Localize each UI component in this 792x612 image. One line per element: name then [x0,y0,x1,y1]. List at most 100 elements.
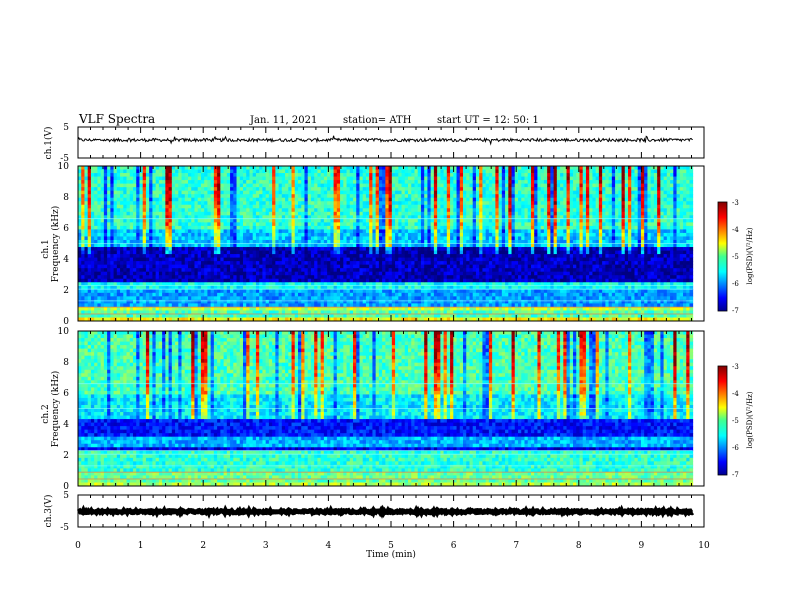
spectrogram-cell [395,285,399,290]
spectrogram-cell [162,239,166,244]
spectrogram-cell [168,225,173,230]
spectrogram-cell [320,257,325,262]
spectrogram-cell [369,278,373,283]
spectrogram-cell [223,222,228,227]
spectrogram-cell [388,176,393,181]
spectrogram-cell [129,194,134,199]
spectrogram-cell [327,204,331,209]
spectrogram-cell [110,261,114,266]
spectrogram-cell [430,306,435,311]
spectrogram-cell [420,169,425,174]
spectrogram-cell [142,275,147,280]
spectrogram-cell [388,197,393,202]
spectrogram-cell [404,268,409,273]
spectrogram-cell [340,261,344,266]
spectrogram-cell [327,264,331,269]
spectrogram-cell [304,247,309,251]
spectrogram-cell [433,176,438,181]
spectrogram-cell [294,197,299,202]
spectrogram-cell [139,317,144,322]
spectrogram-cell [194,183,199,188]
spectrogram-cell [175,190,179,195]
spectrogram-cell [197,317,202,322]
spectrogram-cell [259,239,263,244]
spectrogram-cell [133,317,137,322]
spectrogram-cell [94,183,98,188]
spectrogram-cell [369,229,373,234]
spectrogram-cell [340,194,344,199]
spectrogram-cell [113,194,118,199]
spectrogram-cell [307,204,312,209]
spectrogram-cell [181,211,186,216]
spectrogram-cell [372,180,377,185]
spectrogram-cell [158,303,163,308]
spectrogram-cell [424,296,428,301]
spectrogram-cell [365,222,370,227]
spectrogram-cell [369,268,373,273]
spectrogram-cell [178,197,182,202]
spectrogram-cell [395,268,399,273]
spectrogram-cell [165,306,169,311]
spectrogram-cell [110,278,114,283]
spectrogram-cell [408,303,412,308]
spectrogram-cell [385,271,390,276]
spectrogram-cell [223,285,228,290]
spectrogram-cell [391,289,396,294]
spectrogram-cell [243,271,247,276]
spectrogram-cell [107,264,111,269]
spectrogram-cell [404,282,409,287]
spectrogram-cell [272,317,276,322]
spectrogram-cell [175,275,179,280]
spectrogram-cell [375,183,380,188]
spectrogram-cell [401,204,406,209]
spectrogram-cell [268,211,273,216]
spectrogram-cell [94,194,98,199]
spectrogram-cell [213,310,218,315]
spectrogram-cell [330,176,334,181]
spectrogram-cell [136,243,140,248]
spectrogram-cell [210,232,215,237]
spectrogram-cell [343,303,347,308]
spectrogram-cell [246,313,250,318]
spectrogram-cell [236,236,241,241]
spectrogram-cell [126,225,131,230]
spectrogram-cell [353,317,357,322]
spectrogram-cell [365,299,370,304]
spectrogram-cell [116,275,121,280]
spectrogram-cell [136,296,140,301]
spectrogram-cell [90,278,95,283]
spectrogram-cell [408,261,412,266]
spectrogram-cell [336,197,341,202]
spectrogram-cell [142,271,147,276]
spectrogram-cell [100,222,105,227]
spectrogram-cell [136,173,140,177]
spectrogram-cell [395,201,399,206]
spectrogram-cell [116,218,121,223]
spectrogram-cell [414,201,419,206]
spectrogram-cell [411,232,415,237]
spectrogram-cell [171,239,176,244]
spectrogram-cell [340,187,344,192]
spectrogram-cell [349,169,354,174]
spectrogram-cell [330,306,334,311]
spectrogram-cell [255,247,260,251]
spectrogram-cell [340,197,344,202]
spectrogram-cell [158,211,163,216]
spectrogram-cell [149,282,153,287]
spectrogram-cell [233,299,237,304]
spectrogram-cell [353,299,357,304]
spec1-cells [78,166,694,322]
spectrogram-cell [372,275,377,280]
spectrogram-cell [294,247,299,251]
spectrogram-cell [262,215,267,220]
spectrogram-cell [145,250,150,255]
spectrogram-cell [323,306,328,311]
spectrogram-cell [404,232,409,237]
spectrogram-cell [97,278,102,283]
spectrogram-cell [100,306,105,311]
spectrogram-cell [330,271,334,276]
spectrogram-cell [323,218,328,223]
spectrogram-cell [259,317,263,322]
spectrogram-cell [165,271,169,276]
spectrogram-cell [304,303,309,308]
